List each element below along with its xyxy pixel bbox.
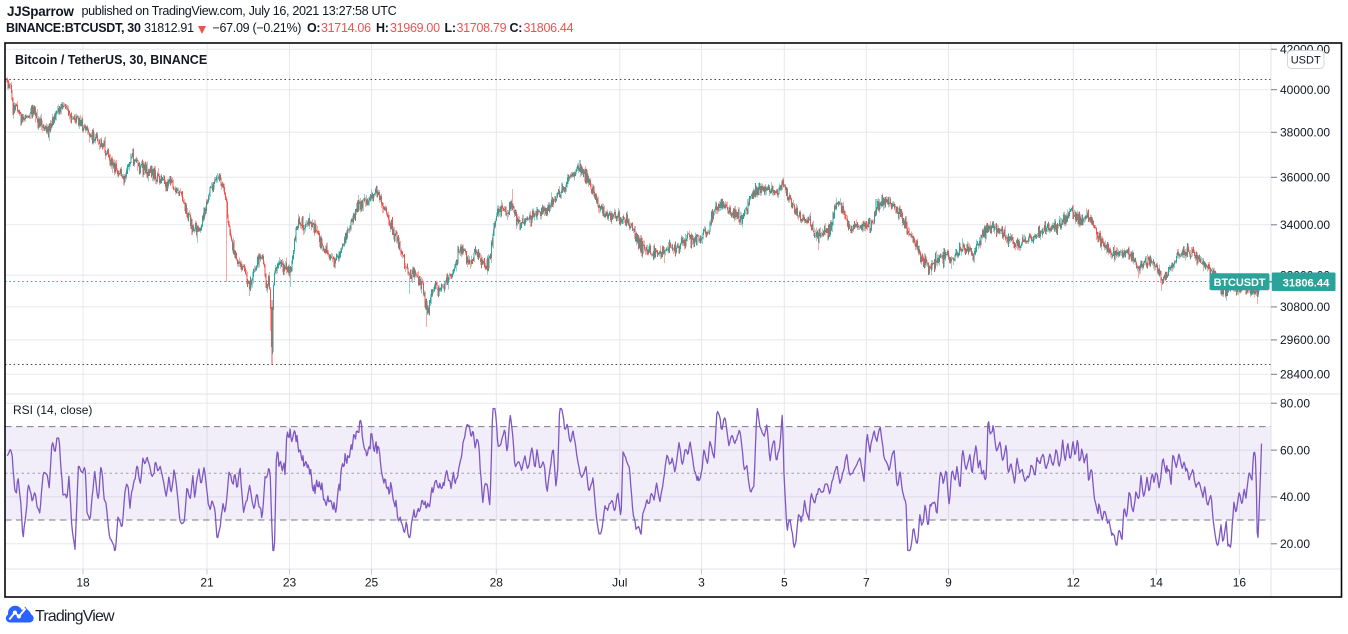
svg-text:3: 3 xyxy=(698,576,705,590)
svg-text:80.00: 80.00 xyxy=(1280,396,1310,410)
svg-text:40000.00: 40000.00 xyxy=(1280,83,1330,97)
svg-text:Bitcoin / TetherUS, 30, BINANC: Bitcoin / TetherUS, 30, BINANCE xyxy=(15,53,207,67)
svg-text:29600.00: 29600.00 xyxy=(1280,333,1330,347)
svg-text:14: 14 xyxy=(1150,576,1164,590)
svg-text:28: 28 xyxy=(490,576,504,590)
svg-text:20.00: 20.00 xyxy=(1280,537,1310,551)
svg-text:23: 23 xyxy=(283,576,297,590)
svg-text:31806.44: 31806.44 xyxy=(1283,277,1330,289)
svg-text:RSI (14, close): RSI (14, close) xyxy=(13,403,92,417)
svg-text:34000.00: 34000.00 xyxy=(1280,218,1330,232)
svg-text:28400.00: 28400.00 xyxy=(1280,368,1330,382)
svg-text:12: 12 xyxy=(1067,576,1081,590)
svg-text:21: 21 xyxy=(200,576,214,590)
svg-text:BTCUSDT: BTCUSDT xyxy=(1214,277,1266,289)
svg-text:9: 9 xyxy=(945,576,952,590)
svg-text:5: 5 xyxy=(781,576,788,590)
svg-text:TradingView: TradingView xyxy=(35,608,115,625)
svg-text:30800.00: 30800.00 xyxy=(1280,300,1330,314)
svg-text:25: 25 xyxy=(365,576,379,590)
svg-text:7: 7 xyxy=(863,576,870,590)
svg-text:60.00: 60.00 xyxy=(1280,443,1310,457)
svg-text:18: 18 xyxy=(76,576,90,590)
svg-text:Jul: Jul xyxy=(612,576,627,590)
svg-text:16: 16 xyxy=(1233,576,1247,590)
svg-text:38000.00: 38000.00 xyxy=(1280,126,1330,140)
svg-text:USDT: USDT xyxy=(1291,55,1321,67)
svg-text:36000.00: 36000.00 xyxy=(1280,171,1330,185)
svg-text:40.00: 40.00 xyxy=(1280,490,1310,504)
